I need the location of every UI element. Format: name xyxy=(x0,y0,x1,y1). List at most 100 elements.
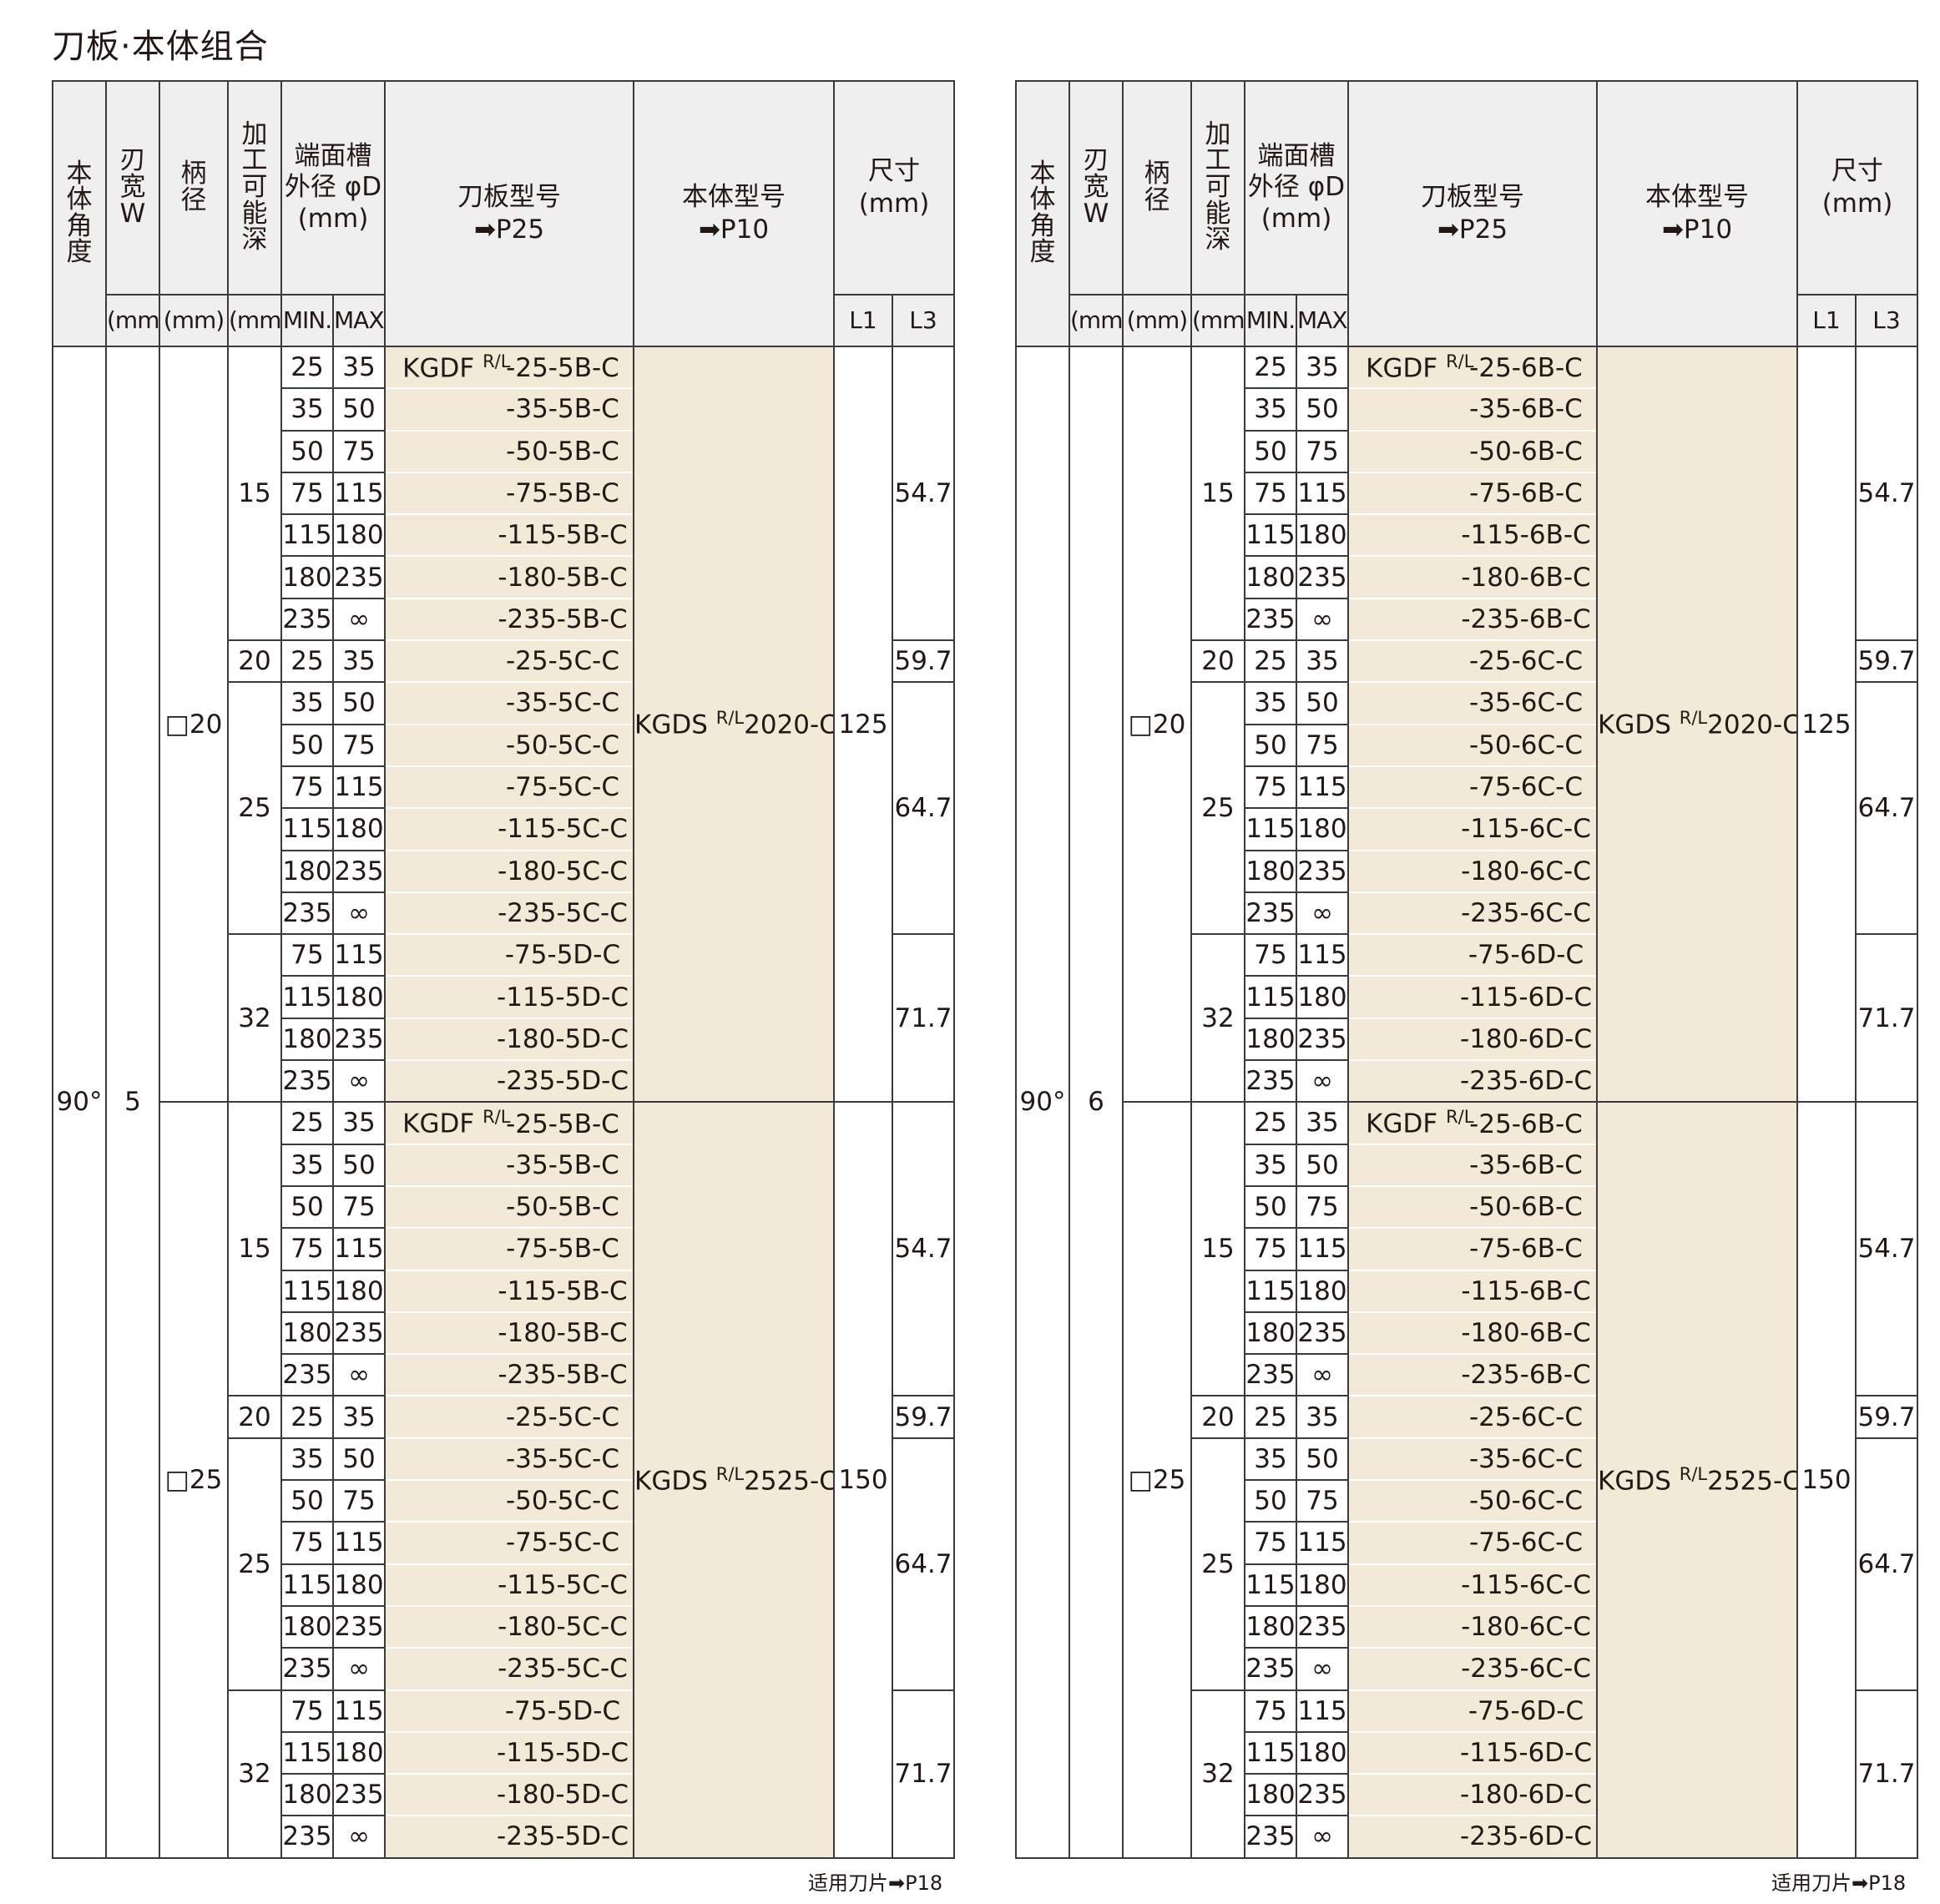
blade-model-cell: -115-6D-C xyxy=(1347,976,1598,1018)
l3-cell: 64.7 xyxy=(892,1437,955,1691)
table-row: 25 35 50 -35-5C-C 64.7 xyxy=(53,1437,955,1691)
table-row: 25 35 50 -35-6C-C 64.7 xyxy=(1016,681,1918,936)
header-body-model: 本体型号 ➡P10 xyxy=(1596,80,1798,347)
table-row: 235 ∞ -235-5D-C xyxy=(53,1059,954,1104)
l3-cell: 54.7 xyxy=(892,1101,955,1397)
header-unit-shank: (mm) xyxy=(159,294,229,347)
l1-cell: 150 xyxy=(1796,1101,1857,1859)
max-dia-cell: 50 xyxy=(1296,1437,1349,1482)
min-dia-cell: 75 xyxy=(280,1689,334,1733)
table-row: 115 180 -115-5C-C xyxy=(53,1563,954,1607)
blade-suffix: -35-6B-C xyxy=(1469,1149,1583,1180)
min-dia-cell: 115 xyxy=(1244,807,1297,851)
blade-model-cell: -25-6C-C xyxy=(1347,640,1598,683)
blade-suffix: -25-5C-C xyxy=(505,1401,620,1432)
max-dia-cell: 235 xyxy=(1296,1017,1349,1062)
depth-cell: 15 xyxy=(1190,1101,1245,1397)
max-dia-cell: 180 xyxy=(1296,975,1349,1019)
blade-hand-sup: R/L xyxy=(482,351,511,371)
footnote-right: 适用刀片➡P18 xyxy=(1771,1871,1907,1895)
blade-suffix: -180-5D-C xyxy=(497,1780,629,1811)
blade-model-cell: -75-6B-C xyxy=(1347,472,1598,515)
blade-model-cell: -35-5B-C xyxy=(384,388,634,431)
blade-model-cell: -75-6B-C xyxy=(1347,1228,1598,1270)
table-row: 235 ∞ -235-5C-C xyxy=(53,1647,954,1691)
table-row: 50 75 -50-6C-C xyxy=(1016,723,1917,767)
blade-suffix: -75-6D-C xyxy=(1468,940,1584,971)
max-dia-cell: 115 xyxy=(1296,471,1349,516)
blade-suffix: -115-6B-C xyxy=(1461,520,1591,551)
blade-model-cell: -180-6B-C xyxy=(1347,1311,1598,1355)
table-row: 75 115 -75-6C-C xyxy=(1016,765,1917,810)
table-row: 180 235 -180-6D-C xyxy=(1016,1017,1917,1062)
blade-model-cell: -50-6C-C xyxy=(1347,1480,1598,1523)
max-dia-cell: ∞ xyxy=(332,1647,386,1691)
blade-model-cell: -180-6B-C xyxy=(1347,556,1598,598)
table-row: 90° 6 □20 15 25 35 KGDF R/L-25-6B-C KGDS R/L202… xyxy=(1015,345,1918,1859)
max-dia-cell: 115 xyxy=(332,1521,386,1565)
header-blade-model: 刀板型号 ➡P25 xyxy=(1347,80,1598,347)
min-dia-cell: 75 xyxy=(280,1227,334,1271)
l3-cell: 54.7 xyxy=(892,345,955,642)
max-dia-cell: 180 xyxy=(332,807,386,851)
header-body-angle-label: 本体角度 xyxy=(66,158,93,268)
min-dia-cell: 115 xyxy=(280,1563,334,1607)
min-dia-cell: 235 xyxy=(280,891,334,936)
blade-suffix: -50-6B-C xyxy=(1469,1192,1583,1223)
depth-cell: 15 xyxy=(227,1101,282,1397)
blade-model-cell: -35-5C-C xyxy=(384,1437,634,1481)
min-dia-cell: 25 xyxy=(280,1395,334,1439)
max-dia-cell: 115 xyxy=(1296,1521,1349,1565)
table-row: 180 235 -180-6B-C xyxy=(1016,555,1917,599)
min-dia-cell: 50 xyxy=(280,1184,334,1230)
l3-cell: 71.7 xyxy=(892,933,955,1104)
blade-prefix: KGDF R/L xyxy=(1362,1108,1473,1139)
min-dia-cell: 50 xyxy=(280,1479,334,1523)
table-row: 180 235 -180-5D-C xyxy=(53,1017,954,1062)
blade-prefix: KGDF R/L xyxy=(399,351,510,382)
table-row: 35 50 -35-5B-C xyxy=(53,387,954,432)
header-l1: L1 xyxy=(833,294,893,347)
min-dia-cell: 25 xyxy=(1244,345,1297,390)
table-row: 180 235 -180-6D-C xyxy=(1016,1773,1917,1817)
shank-cell: □25 xyxy=(1122,1101,1192,1859)
blade-model-cell: -235-5B-C xyxy=(384,598,634,641)
blade-suffix: -75-6B-C xyxy=(1469,1234,1583,1265)
min-dia-cell: 235 xyxy=(280,597,334,642)
blade-suffix: -180-6D-C xyxy=(1460,1780,1592,1811)
shank-cell: □20 xyxy=(159,345,229,1104)
table-row: 115 180 -115-6D-C xyxy=(1016,1730,1917,1775)
table-row: 50 75 -50-6B-C xyxy=(1016,429,1917,473)
max-dia-cell: 75 xyxy=(332,1184,386,1230)
header-shank-label: 柄径 xyxy=(1144,159,1170,215)
table-row: 32 75 115 -75-6D-C 71.7 xyxy=(1016,933,1918,1104)
max-dia-cell: ∞ xyxy=(332,1815,386,1859)
min-dia-cell: 35 xyxy=(280,387,334,432)
table-row: 50 75 -50-5C-C xyxy=(53,723,954,767)
header-blade-width: 刃宽W xyxy=(105,80,160,295)
blade-suffix: -115-6B-C xyxy=(1461,1275,1591,1306)
body-model-cell: KGDS R/L2020-C xyxy=(633,345,835,1104)
table-row: 20 25 35 -25-5C-C 59.7 xyxy=(53,639,955,684)
blade-suffix: -115-6D-C xyxy=(1460,982,1592,1013)
min-dia-cell: 180 xyxy=(1244,555,1297,599)
max-dia-cell: ∞ xyxy=(1296,1353,1349,1397)
table-row: 180 235 -180-5B-C xyxy=(53,555,954,599)
footnote-left: 适用刀片➡P18 xyxy=(808,1871,943,1895)
blade-suffix: -180-5C-C xyxy=(498,1612,628,1642)
depth-cell: 32 xyxy=(1190,1689,1245,1859)
blade-model-cell: -75-6D-C xyxy=(1347,1689,1598,1732)
max-dia-cell: 235 xyxy=(332,1773,386,1817)
body-suffix: 2020-C xyxy=(1707,710,1797,740)
blade-suffix: -235-5D-C xyxy=(497,1066,629,1097)
min-dia-cell: 115 xyxy=(280,513,334,558)
blade-suffix: -75-5B-C xyxy=(506,1234,619,1265)
table-row: □25 15 25 35 KGDF R/L-25-5B-C KGDS R/L2525-C 1… xyxy=(53,1101,955,1859)
header-depth: 加工可能深 xyxy=(1190,80,1245,295)
min-dia-cell: 35 xyxy=(1244,1437,1297,1482)
header-l3: L3 xyxy=(1855,294,1918,347)
table-row: 235 ∞ -235-6C-C xyxy=(1016,1647,1917,1691)
min-dia-cell: 180 xyxy=(280,849,334,893)
table-row: 50 75 -50-5B-C xyxy=(53,429,954,473)
min-dia-cell: 180 xyxy=(1244,1773,1297,1817)
